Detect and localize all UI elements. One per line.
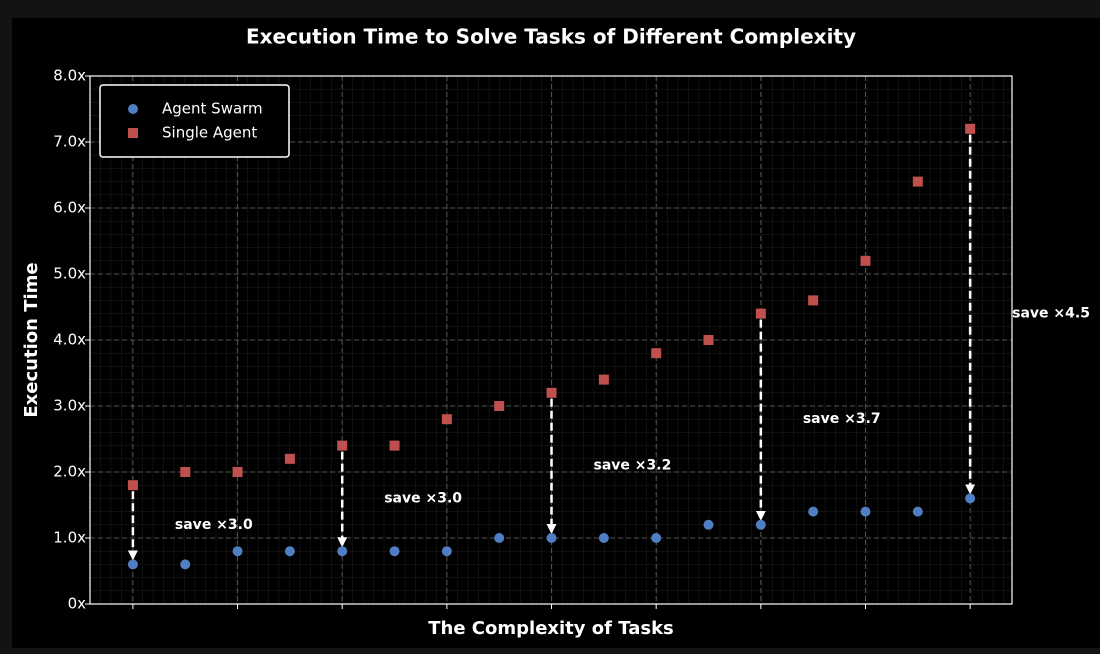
- point: [494, 401, 505, 411]
- point: [651, 348, 662, 359]
- point: [808, 295, 819, 306]
- point: [127, 480, 138, 491]
- point: [180, 467, 191, 477]
- legend-marker: [128, 104, 138, 114]
- y-tick-label: 1.0x: [53, 529, 86, 547]
- legend-box: [99, 84, 290, 158]
- y-tick-label: 2.0x: [53, 463, 86, 481]
- point: [912, 176, 923, 187]
- chart-title: Execution Time to Solve Tasks of Differe…: [246, 25, 856, 49]
- y-tick-label: 5.0x: [53, 265, 86, 283]
- point: [703, 335, 714, 345]
- y-tick-label: 3.0x: [53, 397, 86, 415]
- point: [860, 255, 871, 266]
- point: [284, 453, 295, 464]
- point: [127, 559, 138, 570]
- y-tick-label: 6.0x: [53, 199, 86, 217]
- annotation: save ×3.0: [384, 490, 462, 506]
- y-tick-label: 8.0x: [53, 67, 86, 85]
- point: [912, 506, 923, 517]
- point: [232, 467, 243, 477]
- point: [441, 414, 452, 425]
- point: [441, 546, 452, 557]
- y-tick-label: 4.0x: [53, 331, 86, 349]
- legend-label: Single Agent: [162, 124, 257, 142]
- point: [546, 533, 557, 543]
- point: [180, 559, 191, 570]
- point: [389, 440, 400, 451]
- point: [808, 506, 819, 517]
- point: [860, 506, 871, 517]
- point: [337, 440, 348, 451]
- point: [232, 546, 243, 557]
- point: [965, 493, 976, 504]
- legend-marker: [128, 128, 138, 138]
- point: [598, 533, 609, 543]
- point: [703, 519, 714, 530]
- point: [965, 123, 976, 134]
- y-tick-label: 0x: [68, 595, 87, 613]
- annotation: save ×4.5: [1012, 306, 1090, 322]
- point: [389, 546, 400, 557]
- point: [755, 519, 766, 530]
- y-axis-label: Execution Time: [21, 262, 42, 417]
- point: [651, 533, 662, 543]
- plot-border: [89, 75, 1013, 605]
- annotation: save ×3.2: [594, 457, 672, 473]
- point: [755, 308, 766, 319]
- point: [337, 546, 348, 557]
- y-tick-label: 7.0x: [53, 133, 86, 151]
- annotation: save ×3.7: [803, 411, 881, 427]
- x-axis-label: The Complexity of Tasks: [428, 618, 674, 639]
- point: [598, 374, 609, 385]
- point: [494, 533, 505, 543]
- legend-label: Agent Swarm: [162, 100, 263, 118]
- annotation: save ×3.0: [175, 517, 253, 533]
- point: [546, 387, 557, 398]
- point: [284, 546, 295, 557]
- legend: Agent Swarm Single Agent: [99, 84, 290, 158]
